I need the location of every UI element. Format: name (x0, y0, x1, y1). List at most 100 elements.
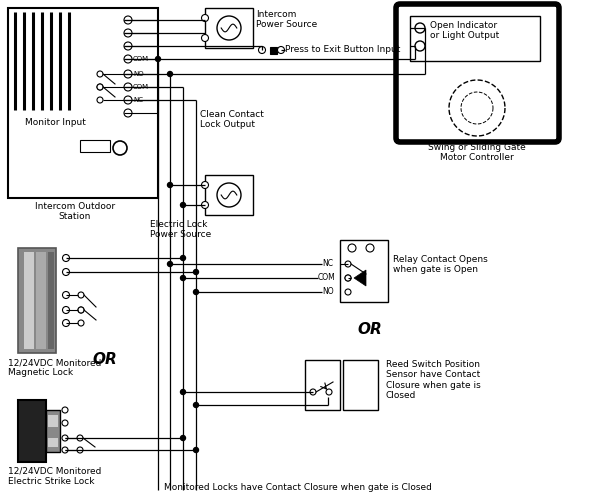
Bar (48, 252, 54, 349)
Circle shape (181, 390, 185, 394)
Bar (80, 140, 110, 152)
Circle shape (124, 109, 132, 117)
Circle shape (415, 41, 425, 51)
Text: Reed Switch Position
Sensor have Contact
Closure when gate is
Closed: Reed Switch Position Sensor have Contact… (386, 360, 481, 400)
Text: Intercom Outdoor
Station: Intercom Outdoor Station (35, 202, 115, 222)
Circle shape (62, 447, 68, 453)
Circle shape (181, 256, 185, 260)
Text: 12/24VDC Monitored
Electric Strike Lock: 12/24VDC Monitored Electric Strike Lock (8, 467, 101, 486)
Text: 12/24VDC Monitored
Magnetic Lock: 12/24VDC Monitored Magnetic Lock (8, 358, 101, 378)
Circle shape (217, 16, 241, 40)
Circle shape (156, 56, 160, 62)
Circle shape (124, 83, 132, 91)
Text: COM: COM (133, 84, 149, 90)
Circle shape (181, 202, 185, 207)
Circle shape (62, 420, 68, 426)
Circle shape (124, 29, 132, 37)
Circle shape (345, 275, 351, 281)
Circle shape (194, 448, 198, 452)
Bar (18, 248, 56, 353)
Circle shape (310, 389, 316, 395)
Circle shape (348, 244, 356, 252)
Text: NO: NO (322, 288, 334, 296)
Circle shape (78, 320, 84, 326)
Circle shape (124, 16, 132, 24)
Bar (24, 252, 34, 349)
Circle shape (201, 34, 209, 42)
Polygon shape (354, 270, 366, 286)
Circle shape (97, 84, 103, 90)
Circle shape (78, 307, 84, 313)
Text: Swing or Sliding Gate
Motor Controller: Swing or Sliding Gate Motor Controller (428, 143, 526, 163)
Text: Press to Exit Button Input: Press to Exit Button Input (285, 46, 401, 54)
Circle shape (366, 244, 374, 252)
Circle shape (167, 72, 172, 76)
Circle shape (181, 436, 185, 440)
Circle shape (278, 46, 284, 54)
Text: Electric Lock
Power Source: Electric Lock Power Source (150, 220, 211, 240)
Circle shape (259, 46, 265, 54)
Circle shape (62, 435, 68, 441)
Bar (18, 400, 46, 462)
Circle shape (345, 289, 351, 295)
Circle shape (78, 307, 84, 313)
Circle shape (345, 261, 351, 267)
Bar (270, 47, 277, 54)
Text: Monitor Input: Monitor Input (24, 118, 85, 127)
Bar (340, 240, 388, 302)
Text: COM: COM (318, 274, 336, 282)
Circle shape (217, 183, 241, 207)
Circle shape (63, 306, 70, 314)
Circle shape (63, 292, 70, 298)
Text: NO: NO (133, 71, 144, 77)
Text: Clean Contact
Lock Output: Clean Contact Lock Output (200, 110, 264, 130)
Circle shape (201, 14, 209, 21)
Circle shape (194, 290, 198, 294)
Text: NC: NC (133, 97, 143, 103)
Circle shape (345, 275, 351, 281)
Bar (48, 415, 58, 427)
Circle shape (97, 84, 103, 90)
Circle shape (77, 447, 83, 453)
Circle shape (167, 182, 172, 188)
Bar (48, 438, 58, 447)
Circle shape (77, 435, 83, 441)
Bar (410, 16, 540, 61)
Circle shape (415, 23, 425, 33)
Circle shape (63, 268, 70, 276)
Circle shape (63, 320, 70, 326)
Circle shape (124, 55, 132, 63)
Circle shape (97, 97, 103, 103)
Bar (205, 8, 253, 48)
Text: NC: NC (322, 260, 333, 268)
Text: OR: OR (92, 352, 117, 368)
Circle shape (326, 389, 332, 395)
Circle shape (194, 270, 198, 274)
Circle shape (97, 71, 103, 77)
Bar (305, 360, 340, 410)
Circle shape (62, 407, 68, 413)
Bar (36, 252, 46, 349)
Text: Relay Contact Opens
when gate is Open: Relay Contact Opens when gate is Open (393, 255, 488, 274)
Circle shape (124, 96, 132, 104)
Text: Intercom
Power Source: Intercom Power Source (256, 10, 317, 29)
Text: Monitored Locks have Contact Closure when gate is Closed: Monitored Locks have Contact Closure whe… (164, 483, 432, 492)
Text: COM: COM (133, 56, 149, 62)
Bar (343, 360, 378, 410)
Bar (205, 175, 253, 215)
Circle shape (124, 42, 132, 50)
Circle shape (181, 276, 185, 280)
Circle shape (201, 202, 209, 208)
Circle shape (201, 182, 209, 188)
Bar (8, 8, 158, 198)
Circle shape (113, 141, 127, 155)
Text: Open Indicator
or Light Output: Open Indicator or Light Output (430, 21, 499, 40)
Circle shape (124, 70, 132, 78)
Circle shape (78, 292, 84, 298)
Circle shape (167, 262, 172, 266)
FancyBboxPatch shape (396, 4, 559, 142)
Circle shape (63, 254, 70, 262)
Bar (46, 410, 60, 452)
Text: OR: OR (358, 322, 383, 338)
Circle shape (194, 402, 198, 407)
